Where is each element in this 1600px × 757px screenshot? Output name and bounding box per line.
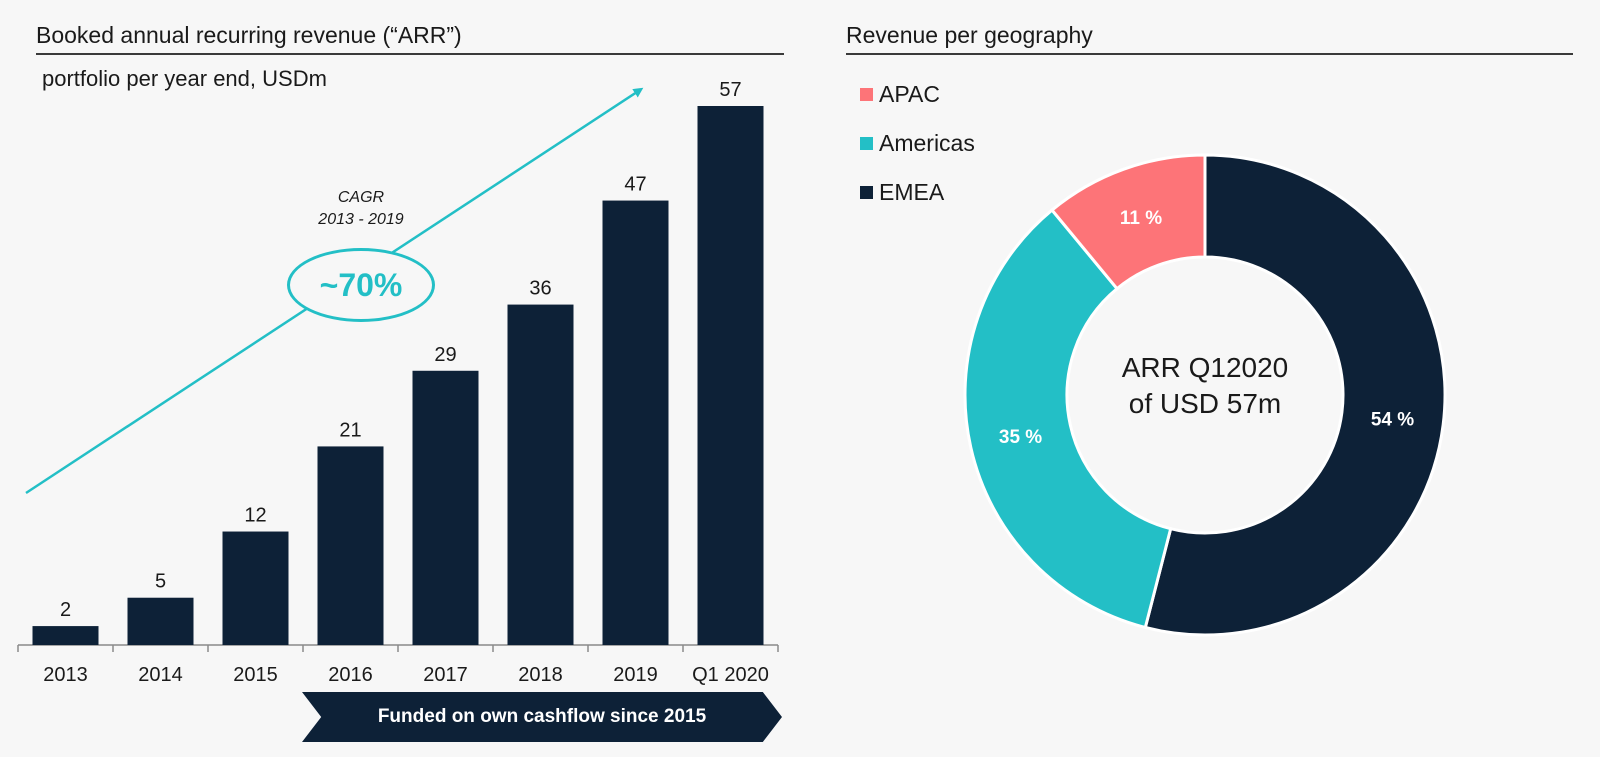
bar-data-label: 36 bbox=[529, 278, 551, 300]
slice-label-americas: 35 % bbox=[999, 427, 1042, 448]
bar-2019 bbox=[602, 200, 669, 645]
bar-data-label: 57 bbox=[719, 79, 741, 101]
bar-2014 bbox=[127, 597, 194, 645]
legend-item-emea: EMEA bbox=[860, 168, 975, 217]
legend-label-emea: EMEA bbox=[879, 179, 945, 205]
cagr-label-line1: CAGR bbox=[337, 189, 385, 206]
funded-banner: Funded on own cashflow since 2015 bbox=[302, 692, 782, 742]
slice-apac bbox=[1049, 153, 1207, 291]
cagr-value-badge: ~70% bbox=[287, 248, 435, 322]
legend-swatch-apac bbox=[860, 88, 873, 101]
legend-item-apac: APAC bbox=[860, 70, 975, 119]
slice-label-apac: 11 % bbox=[1120, 208, 1162, 229]
bar-data-label: 47 bbox=[624, 174, 646, 196]
slice-emea bbox=[1143, 153, 1447, 637]
bar-data-label: 5 bbox=[155, 571, 166, 593]
cagr-label-line2: 2013 - 2019 bbox=[318, 211, 404, 228]
x-tick-label: 2018 bbox=[518, 664, 563, 686]
bar-q1-2020 bbox=[697, 106, 764, 645]
bar-2017 bbox=[412, 370, 479, 645]
x-tick-label: 2019 bbox=[613, 664, 658, 686]
donut-center-line2: of USD 57m bbox=[1128, 388, 1282, 419]
donut-series: 54 % 35 % 11 % bbox=[963, 153, 1447, 637]
bar-2018 bbox=[507, 304, 574, 645]
x-tick-label: 2017 bbox=[423, 664, 468, 686]
bar-2015 bbox=[222, 531, 289, 645]
bar-data-label: 12 bbox=[244, 505, 266, 527]
legend-item-americas: Americas bbox=[860, 119, 975, 168]
bar-2016 bbox=[317, 446, 384, 645]
x-tick-label: Q1 2020 bbox=[692, 664, 769, 686]
legend-swatch-emea bbox=[860, 186, 873, 199]
x-tick-label: 2014 bbox=[138, 664, 183, 686]
bar-series: 2 2013 5 2014 12 2015 21 2016 29 2017 36 2018 47 2019… bbox=[17, 79, 779, 686]
legend-label-apac: APAC bbox=[879, 81, 940, 107]
donut-center-label: ARR Q12020 of USD 57m bbox=[1090, 350, 1320, 422]
bar-chart-title: Booked annual recurring revenue (“ARR”) bbox=[36, 22, 784, 55]
donut-chart-title: Revenue per geography bbox=[846, 22, 1573, 55]
bar-chart-subtitle: portfolio per year end, USDm bbox=[42, 66, 327, 91]
slice-americas bbox=[963, 207, 1173, 630]
cagr-label: CAGR 2013 - 2019 bbox=[290, 187, 432, 231]
bar-data-label: 29 bbox=[434, 344, 456, 366]
donut-legend: APAC Americas EMEA bbox=[860, 70, 975, 217]
x-tick-label: 2015 bbox=[233, 664, 278, 686]
legend-label-americas: Americas bbox=[879, 130, 975, 156]
x-tick-label: 2016 bbox=[328, 664, 373, 686]
legend-swatch-americas bbox=[860, 137, 873, 150]
x-tick-label: 2013 bbox=[43, 664, 88, 686]
bar-2013 bbox=[32, 626, 99, 645]
bar-data-label: 2 bbox=[60, 599, 71, 621]
slice-label-emea: 54 % bbox=[1371, 410, 1414, 431]
bar-data-label: 21 bbox=[339, 419, 361, 441]
donut-center-line1: ARR Q12020 bbox=[1121, 352, 1289, 383]
